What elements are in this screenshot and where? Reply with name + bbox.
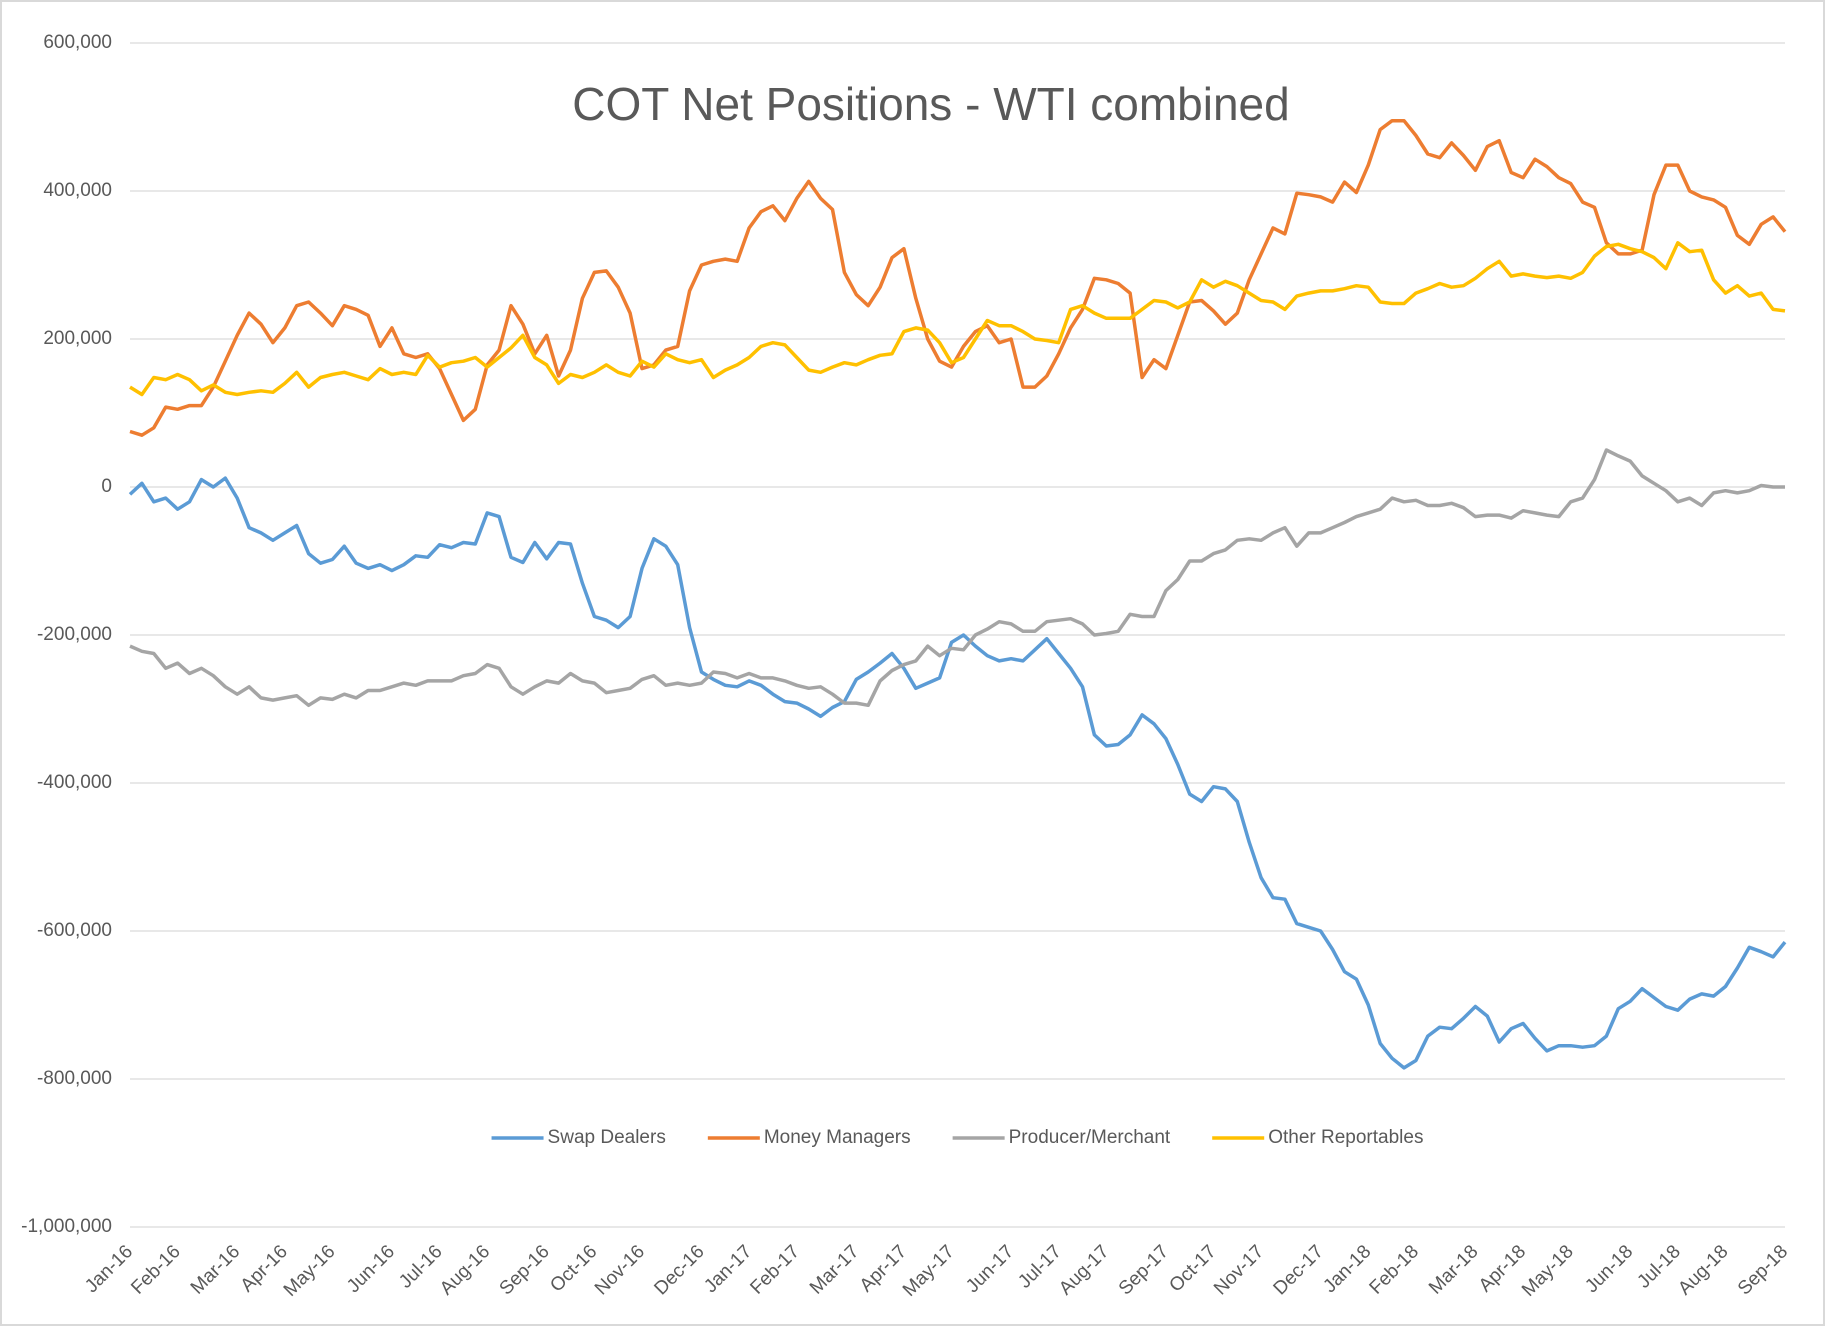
y-tick-label: 0 <box>101 476 112 497</box>
y-tick-label: -600,000 <box>37 920 112 941</box>
y-tick-label: 400,000 <box>43 180 112 201</box>
series-line <box>128 476 1787 1070</box>
legend-label: Money Managers <box>764 1127 911 1148</box>
series-line <box>129 241 1786 397</box>
y-tick-label: -400,000 <box>37 772 112 793</box>
y-tick-label: -1,000,000 <box>21 1216 112 1237</box>
series-line <box>129 448 1785 708</box>
series-line <box>129 118 1787 437</box>
legend-label: Other Reportables <box>1268 1127 1423 1148</box>
y-tick-label: 200,000 <box>43 328 112 349</box>
y-tick-label: -200,000 <box>37 624 112 645</box>
y-tick-label: -800,000 <box>37 1068 112 1089</box>
legend-label: Swap Dealers <box>548 1127 666 1148</box>
legend-label: Producer/Merchant <box>1009 1127 1171 1148</box>
chart-title: COT Net Positions - WTI combined <box>572 78 1289 130</box>
y-tick-label: 600,000 <box>43 32 112 53</box>
